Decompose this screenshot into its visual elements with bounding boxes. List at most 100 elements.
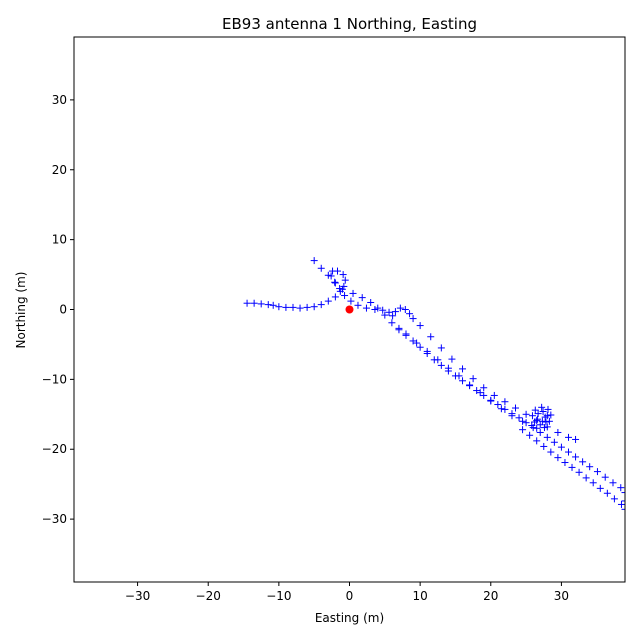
- data-point-plus: [538, 417, 546, 425]
- data-point-plus: [515, 414, 523, 422]
- data-point-plus: [310, 303, 318, 311]
- data-point-plus: [374, 304, 382, 312]
- data-point-plus: [564, 433, 572, 441]
- data-point-plus: [444, 367, 452, 375]
- data-point-plus: [264, 301, 272, 309]
- data-point-plus: [250, 299, 258, 307]
- data-point-plus: [536, 428, 544, 436]
- x-axis-ticks: −30 −20 −10 0 10 20 30: [125, 582, 569, 603]
- y-tick-label: −20: [42, 442, 67, 456]
- data-point-plus: [533, 437, 541, 445]
- data-point-plus: [331, 278, 339, 286]
- data-point-plus: [621, 497, 625, 505]
- data-point-plus: [526, 431, 534, 439]
- data-point-plus: [528, 412, 536, 420]
- data-point-plus: [480, 384, 488, 392]
- data-point-plus: [358, 294, 366, 302]
- data-point-plus: [476, 389, 484, 397]
- data-point-plus: [437, 361, 445, 369]
- data-point-plus: [575, 468, 583, 476]
- axes-frame: [73, 36, 626, 583]
- data-point-plus: [317, 264, 325, 272]
- data-point-plus: [540, 424, 548, 432]
- data-point-plus: [388, 319, 396, 327]
- data-point-plus: [269, 301, 277, 309]
- data-point-plus: [609, 479, 617, 487]
- x-tick-label: 10: [413, 589, 428, 603]
- x-tick-label: 30: [554, 589, 569, 603]
- data-point-plus: [385, 308, 393, 316]
- data-point-plus: [396, 304, 404, 312]
- data-point-plus: [603, 489, 611, 497]
- y-tick-label: 10: [52, 233, 67, 247]
- data-point-plus: [572, 453, 580, 461]
- data-point-plus: [564, 448, 572, 456]
- data-point-plus: [534, 410, 542, 418]
- x-tick-label: −10: [266, 589, 291, 603]
- y-axis-label: Northing (m): [14, 272, 28, 349]
- data-point-plus: [508, 410, 516, 418]
- data-point-plus: [406, 310, 414, 318]
- data-point-plus: [621, 505, 625, 513]
- data-point-plus: [501, 405, 509, 413]
- data-point-plus: [459, 377, 467, 385]
- plot-area: [243, 257, 625, 513]
- data-point-plus: [354, 301, 362, 309]
- data-point-plus: [497, 405, 505, 413]
- data-point-plus: [289, 303, 297, 311]
- data-point-plus: [544, 405, 552, 413]
- data-point-plus: [243, 299, 251, 307]
- data-point-plus: [480, 391, 488, 399]
- data-point-plus: [401, 306, 409, 313]
- data-point-plus: [310, 257, 318, 265]
- data-point-plus: [324, 297, 332, 305]
- data-point-plus: [617, 484, 625, 492]
- data-point-plus: [490, 391, 498, 399]
- data-point-plus: [437, 344, 445, 352]
- data-point-plus: [596, 484, 604, 492]
- data-point-plus: [257, 300, 265, 308]
- data-point-plus: [379, 306, 387, 314]
- data-point-plus: [586, 463, 594, 471]
- data-point-plus: [402, 331, 410, 339]
- data-point-plus: [572, 435, 580, 443]
- y-tick-label: −30: [42, 512, 67, 526]
- data-point-plus: [561, 459, 569, 467]
- data-point-plus: [416, 322, 424, 330]
- data-point-plus: [593, 468, 601, 476]
- data-point-plus: [522, 410, 530, 418]
- data-point-plus: [349, 289, 357, 297]
- data-point-plus: [547, 448, 555, 456]
- data-point-plus: [542, 418, 550, 426]
- data-point-plus: [589, 479, 597, 487]
- data-point-plus: [275, 303, 283, 311]
- y-axis-ticks: −30 −20 −10 0 10 20 30: [42, 93, 74, 526]
- data-point-plus: [557, 443, 565, 451]
- data-point-plus: [303, 303, 311, 311]
- data-point-plus: [331, 279, 339, 287]
- data-point-plus: [501, 398, 509, 406]
- data-point-plus: [341, 276, 349, 284]
- data-point-plus: [541, 413, 549, 421]
- data-point-plus: [331, 293, 339, 301]
- data-point-plus: [459, 365, 467, 373]
- data-point-plus: [423, 350, 431, 358]
- data-point-plus: [545, 417, 553, 425]
- data-point-plus: [427, 333, 435, 341]
- data-point-plus: [601, 473, 609, 481]
- data-point-plus: [413, 339, 421, 347]
- data-point-plus: [533, 415, 541, 423]
- data-point-plus: [296, 304, 304, 312]
- data-point-plus: [409, 315, 417, 323]
- y-tick-label: 0: [59, 303, 67, 317]
- data-point-circle: [345, 305, 354, 314]
- data-point-plus: [617, 500, 625, 508]
- data-point-plus: [473, 387, 481, 395]
- data-point-plus: [451, 372, 459, 380]
- data-point-plus: [487, 396, 495, 404]
- data-point-plus: [282, 303, 290, 311]
- data-point-plus: [519, 426, 527, 434]
- x-tick-label: 0: [346, 589, 354, 603]
